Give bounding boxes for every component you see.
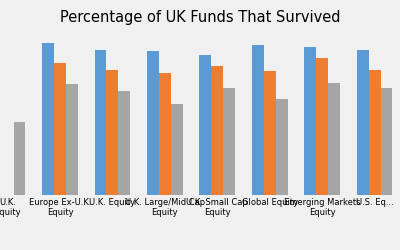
Bar: [66, 84, 78, 195]
Bar: [200, 55, 211, 195]
Bar: [223, 88, 235, 195]
Bar: [264, 71, 276, 195]
Bar: [380, 88, 392, 195]
Bar: [304, 46, 316, 195]
Bar: [106, 70, 118, 195]
Bar: [42, 43, 54, 195]
Bar: [118, 91, 130, 195]
Bar: [159, 73, 171, 195]
Bar: [94, 50, 106, 195]
Bar: [357, 50, 368, 195]
Bar: [276, 99, 288, 195]
Bar: [14, 122, 26, 195]
Bar: [252, 45, 264, 195]
Bar: [171, 104, 183, 195]
Bar: [328, 83, 340, 195]
Bar: [368, 70, 380, 195]
Bar: [147, 52, 159, 195]
Bar: [211, 66, 223, 195]
Title: Percentage of UK Funds That Survived: Percentage of UK Funds That Survived: [60, 10, 340, 25]
Bar: [54, 63, 66, 195]
Bar: [316, 58, 328, 195]
